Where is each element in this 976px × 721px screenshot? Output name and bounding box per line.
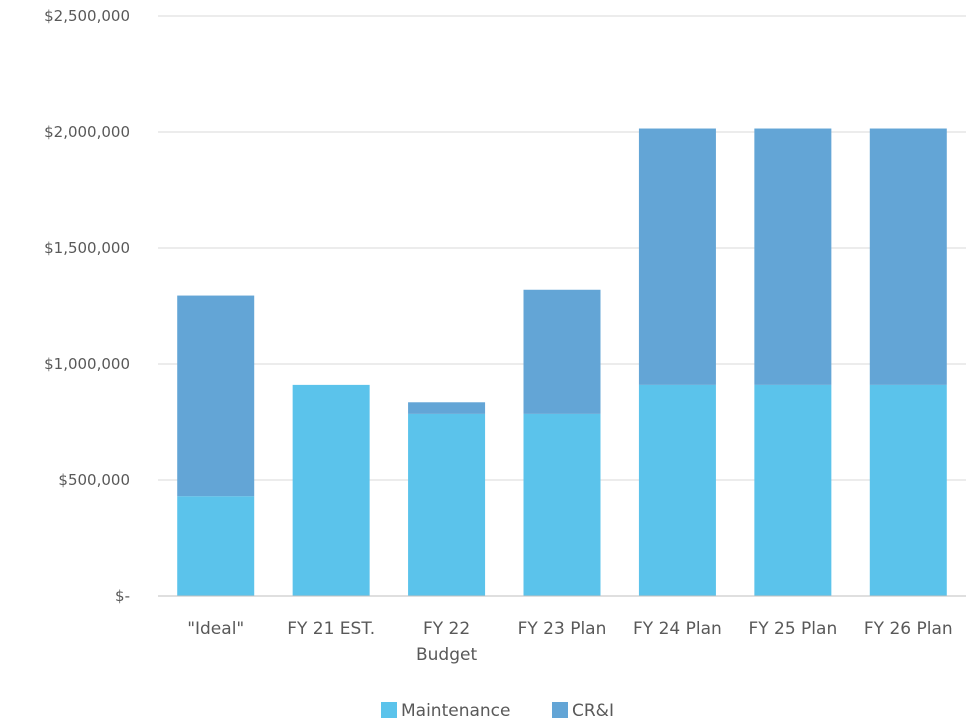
bar-maintenance-2 (408, 413, 486, 596)
x-tick-label: FY 23 Plan (518, 619, 607, 639)
y-tick-label: $1,000,000 (44, 355, 130, 373)
bar-cr-i-3 (523, 289, 601, 414)
bar-maintenance-6 (869, 384, 947, 596)
y-tick-label: $- (115, 587, 130, 605)
bar-maintenance-0 (177, 496, 255, 596)
x-tick-label: FY 26 Plan (864, 619, 953, 639)
bar-cr-i-4 (638, 128, 716, 385)
x-tick-label: FY 25 Plan (748, 619, 837, 639)
x-tick-label: FY 24 Plan (633, 619, 722, 639)
x-tick-label: Budget (416, 645, 477, 665)
y-tick-label: $1,500,000 (44, 239, 130, 257)
y-tick-label: $2,500,000 (44, 7, 130, 25)
legend-label-maintenance: Maintenance (401, 701, 510, 721)
bar-maintenance-4 (638, 384, 716, 596)
legend-swatch-cr-i (552, 702, 568, 718)
bar-maintenance-5 (754, 384, 832, 596)
bar-maintenance-3 (523, 413, 601, 596)
y-tick-label: $2,000,000 (44, 123, 130, 141)
bar-cr-i-5 (754, 128, 832, 385)
x-axis: "Ideal" FY 21 EST. FY 22 Budget FY 23 Plan FY… (158, 595, 966, 665)
legend-swatch-maintenance (381, 702, 397, 718)
x-tick-label: "Ideal" (187, 619, 244, 639)
y-axis: $- $500,000 $1,000,000 $1,500,000 $2,000,000… (44, 7, 130, 605)
legend-label-cr-i: CR&I (572, 701, 614, 721)
bar-cr-i-6 (869, 128, 947, 385)
bar-maintenance-1 (292, 384, 370, 596)
legend: Maintenance CR&I (381, 701, 614, 721)
bar-cr-i-0 (177, 295, 255, 497)
bar-cr-i-2 (408, 402, 486, 414)
bars (177, 128, 947, 596)
y-tick-label: $500,000 (58, 471, 130, 489)
x-tick-label: FY 21 EST. (287, 619, 375, 639)
x-tick-label: FY 22 (423, 619, 470, 639)
